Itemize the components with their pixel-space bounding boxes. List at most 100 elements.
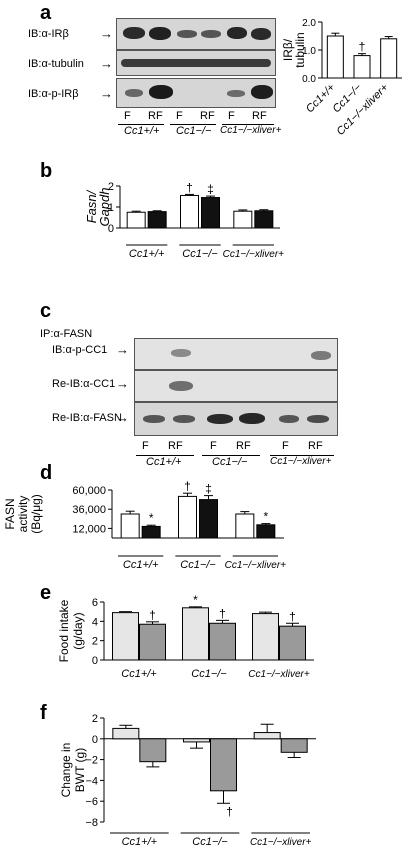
y-axis-label: Food intake [57,599,71,662]
group-label: Cc1−/− [212,456,248,468]
arrow-icon: → [116,376,129,391]
panel-e-label: e [40,582,52,604]
blot-cc1 [134,370,338,402]
y-tick-label: 0 [108,223,114,235]
lane-label: RF [236,440,251,452]
y-tick-label: 2 [92,713,98,725]
blot-row-label-pcc1: IB:α-p-CC1 [52,344,108,356]
y-axis-label: Fasn/ [84,189,99,223]
y-tick-label: 1.0 [302,46,316,57]
bar [233,210,253,229]
lane-label: RF [168,440,183,452]
category-label: Cc1+/+ [122,836,158,848]
blot-pirb [116,78,276,108]
category-label: Cc1−/− [191,668,227,680]
panel-a-label: a [40,2,52,24]
band [149,85,173,99]
group-divider [222,124,274,125]
y-tick-label: −4 [85,775,98,787]
group-label: Cc1+/+ [146,456,182,468]
arrow-icon: → [116,410,129,425]
band [143,415,165,423]
y-tick-label: 1 [108,202,114,214]
band [121,59,271,67]
panel-f-label: f [40,702,47,724]
arrow-icon: → [100,56,113,71]
band [251,85,273,99]
bar [139,623,166,661]
lane-label: F [210,440,217,452]
y-tick-label: 0 [92,734,98,746]
significance-mark: * [193,593,198,607]
category-label: Cc1+/+ [123,559,159,571]
bar [235,513,255,539]
y-axis-label: Gapdh [97,187,112,226]
y-axis-label: BWT (g) [73,748,87,792]
bar [120,513,140,539]
group-divider [136,455,194,456]
y-axis-label: FASN [3,498,17,529]
lane-label: RF [308,440,323,452]
group-divider [170,124,216,125]
group-label: Cc1−/−xliver+ [220,125,282,136]
blot-pcc1 [134,338,338,370]
significance-mark: † [359,40,366,54]
y-tick-label: 6 [92,597,98,609]
band [279,415,299,423]
bar [279,625,306,661]
y-axis-label: Change in [59,743,73,798]
lane-label: RF [200,110,215,122]
group-label: Cc1−/− [176,125,212,137]
y-tick-label: 2 [108,181,114,193]
bar [139,738,167,763]
y-axis-label: activity [16,496,30,533]
bar [380,38,398,79]
y-axis-label: (g/day) [71,612,85,649]
category-label: Cc1−/−xliver+ [223,249,285,260]
band [201,30,221,38]
blot-row-label-cc1: Re-IB:α-CC1 [52,378,116,390]
blot-row-label-fasn: Re-IB:α-FASN [52,412,122,424]
blot-row-label-pirb: IB:α-p-IRβ [28,88,79,100]
blot-irb [116,18,276,50]
group-label: Cc1−/−xliver+ [270,456,332,467]
band [149,27,171,40]
bar [178,495,197,539]
bar [280,738,308,753]
band [251,28,271,40]
y-axis-label: tubulin [293,32,307,67]
chart-d: 12,000 36,000 60,000 FASN activity (Bq/μg) † * ‡… [3,479,287,571]
bar [252,613,279,661]
category-label: Cc1−/− [192,836,228,848]
blot-tubulin [116,50,276,76]
ip-label: IP:α-FASN [40,328,93,340]
significance-mark: † [149,608,156,622]
bar [182,607,209,661]
category-label: Cc1−/−xliver+ [250,837,312,848]
band [169,381,193,391]
blot-row-label-tubulin: IB:α-tubulin [28,58,84,70]
panel-b-label: b [40,160,53,182]
y-tick-label: 2 [92,636,98,648]
bar [112,727,140,740]
lane-label: F [124,110,131,122]
band [173,415,195,423]
bar [126,211,146,229]
arrow-icon: → [100,86,113,101]
group-divider [202,455,260,456]
y-axis-label: (Bq/μg) [29,494,43,534]
bar [112,612,139,661]
significance-mark: † [184,479,191,493]
band [239,413,265,424]
y-tick-label: 4 [92,616,98,628]
significance-mark: † [226,804,233,818]
lane-label: F [142,440,149,452]
y-tick-label: 60,000 [72,485,106,497]
category-label: Cc1−/−xliver+ [225,560,287,571]
significance-mark: † [289,609,296,623]
band [177,30,197,38]
band [171,349,191,357]
y-axis-label: IRβ/ [282,38,295,61]
significance-mark: † [186,180,193,194]
